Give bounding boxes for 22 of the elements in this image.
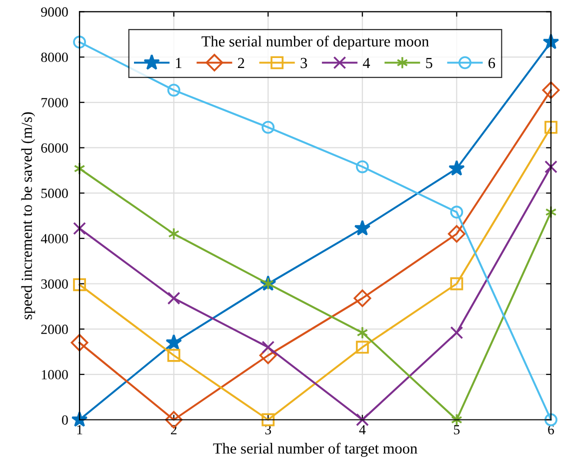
legend-label: 1	[176, 58, 182, 68]
x-tick-label: 1	[77, 425, 82, 434]
y-tick-label: 2000	[41, 324, 68, 334]
x-tick-label: 4	[359, 425, 366, 434]
y-tick-label: 4000	[40, 234, 68, 244]
legend-title: The serial number of departure moon	[202, 36, 429, 50]
y-tick-label: 1000	[42, 370, 68, 380]
y-tick-label: 6000	[41, 143, 68, 153]
y-tick-label: 5000	[41, 188, 68, 198]
legend-label: 2	[238, 58, 244, 68]
y-tick-label: 3000	[41, 279, 68, 289]
y-tick-label: 8000	[41, 52, 68, 62]
legend-label: 4	[362, 58, 370, 68]
y-axis-title: speed increment to be saved (m/s)	[21, 112, 36, 320]
y-tick-label: 9000	[41, 7, 68, 17]
x-axis-title: The serial number of target moon	[213, 442, 418, 457]
legend-label: 5	[426, 58, 432, 68]
legend-label: 6	[488, 58, 496, 68]
y-tick-label: 0	[62, 415, 68, 425]
legend-label: 3	[300, 58, 308, 68]
y-tick-label: 7000	[42, 98, 68, 108]
x-tick-label: 5	[454, 425, 460, 434]
